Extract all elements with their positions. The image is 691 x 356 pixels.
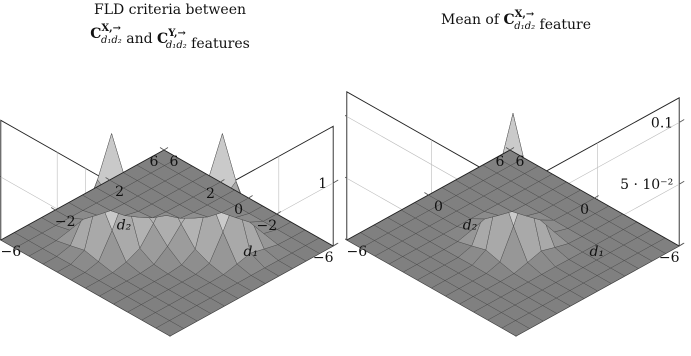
d2-tick	[50, 207, 56, 211]
title-text: Mean of	[441, 12, 504, 28]
d1-tick-label: 2	[206, 186, 215, 202]
d1-tick	[276, 211, 282, 215]
z-axis: 0 5 · 10⁻² 0.1	[345, 114, 685, 255]
z-tick	[678, 180, 685, 185]
d1-tick-label: −6	[313, 250, 334, 266]
title-subscript: d₁d₂	[101, 35, 122, 46]
d1-tick-label: −6	[659, 250, 680, 266]
d2-tick	[105, 177, 110, 181]
d2-tick	[0, 239, 2, 241]
d2-tick-label: −2	[55, 214, 76, 230]
title-symbol: C	[90, 26, 101, 42]
d2-tick	[424, 192, 429, 196]
title-subscript: d₁d₂	[514, 21, 535, 32]
d2-tick	[159, 147, 165, 151]
title-superscript: X,→	[101, 23, 121, 34]
d1-tick	[163, 147, 169, 151]
d2-tick-label: 2	[115, 184, 124, 200]
title-line-2: CX,→ d₁d₂ and CY,→ d₁d₂ features	[90, 23, 250, 52]
d1-tick	[248, 195, 253, 199]
d1-tick-label: −2	[256, 218, 277, 234]
z-tick	[332, 179, 339, 184]
d1-tick-label: 6	[496, 154, 505, 170]
title-text: and	[122, 31, 157, 47]
d1-tick	[594, 195, 599, 199]
z-tick	[345, 114, 348, 117]
title-line-1: FLD criteria between	[94, 2, 246, 18]
title-superscript: Y,→	[167, 28, 186, 39]
d2-axis-line	[0, 149, 165, 241]
d1-tick-label: 0	[234, 202, 243, 218]
d2-axis-label: d₂	[463, 218, 478, 234]
title-superscript: X,→	[515, 9, 535, 20]
title-subscript: d₁d₂	[166, 40, 187, 51]
d1-tick-label: 0	[580, 202, 589, 218]
z-tick-label: 5 · 10⁻²	[620, 177, 673, 193]
d2-tick-label: −6	[346, 244, 367, 260]
d2-axis-label: d₂	[117, 218, 132, 234]
title-text: feature	[535, 17, 591, 33]
d2-tick-label: 6	[516, 154, 525, 170]
d1-tick	[220, 179, 225, 183]
chart-title: Mean of CX,→ d₁d₂ feature	[441, 9, 591, 33]
fld-criteria-plot: 0 1−6 −2 0 2 6 −6 −2 2 6 d₁ d₂ FLD criteria between C…	[0, 2, 339, 337]
fld-criteria-chart: 0 1−6 −2 0 2 6 −6 −2 2 6 d₁ d₂ FLD criteria between C…	[0, 0, 345, 356]
d1-axis-label: d₁	[244, 244, 259, 260]
d1-tick	[509, 147, 515, 151]
d2-tick-label: 6	[170, 154, 179, 170]
z-tick	[345, 176, 348, 179]
floor-axes: −6 −2 0 2 6 −6 −2 2 6 d₁ d₂	[0, 147, 338, 266]
z-tick	[678, 119, 685, 123]
surface	[346, 113, 680, 337]
title-line-1: Mean of CX,→ d₁d₂ feature	[441, 9, 591, 33]
z-tick-label: 1	[318, 176, 327, 192]
title-symbol: C	[504, 12, 515, 28]
d1-axis-label: d₁	[590, 244, 605, 260]
d2-tick-label: −6	[0, 244, 21, 260]
d1-tick-label: 6	[150, 154, 159, 170]
d1-tick	[332, 243, 338, 247]
surface	[0, 132, 334, 337]
title-text: features	[187, 36, 250, 52]
d2-tick-label: 0	[434, 199, 443, 215]
floor-axes: −6 0 6 −6 0 6 d₁ d₂	[345, 147, 684, 266]
d2-tick	[345, 238, 348, 241]
z-tick-label: 0.1	[651, 115, 673, 131]
title-symbol: C	[157, 31, 168, 47]
d1-tick	[678, 243, 684, 247]
d1-axis-line	[509, 149, 680, 247]
d2-tick	[505, 147, 511, 151]
